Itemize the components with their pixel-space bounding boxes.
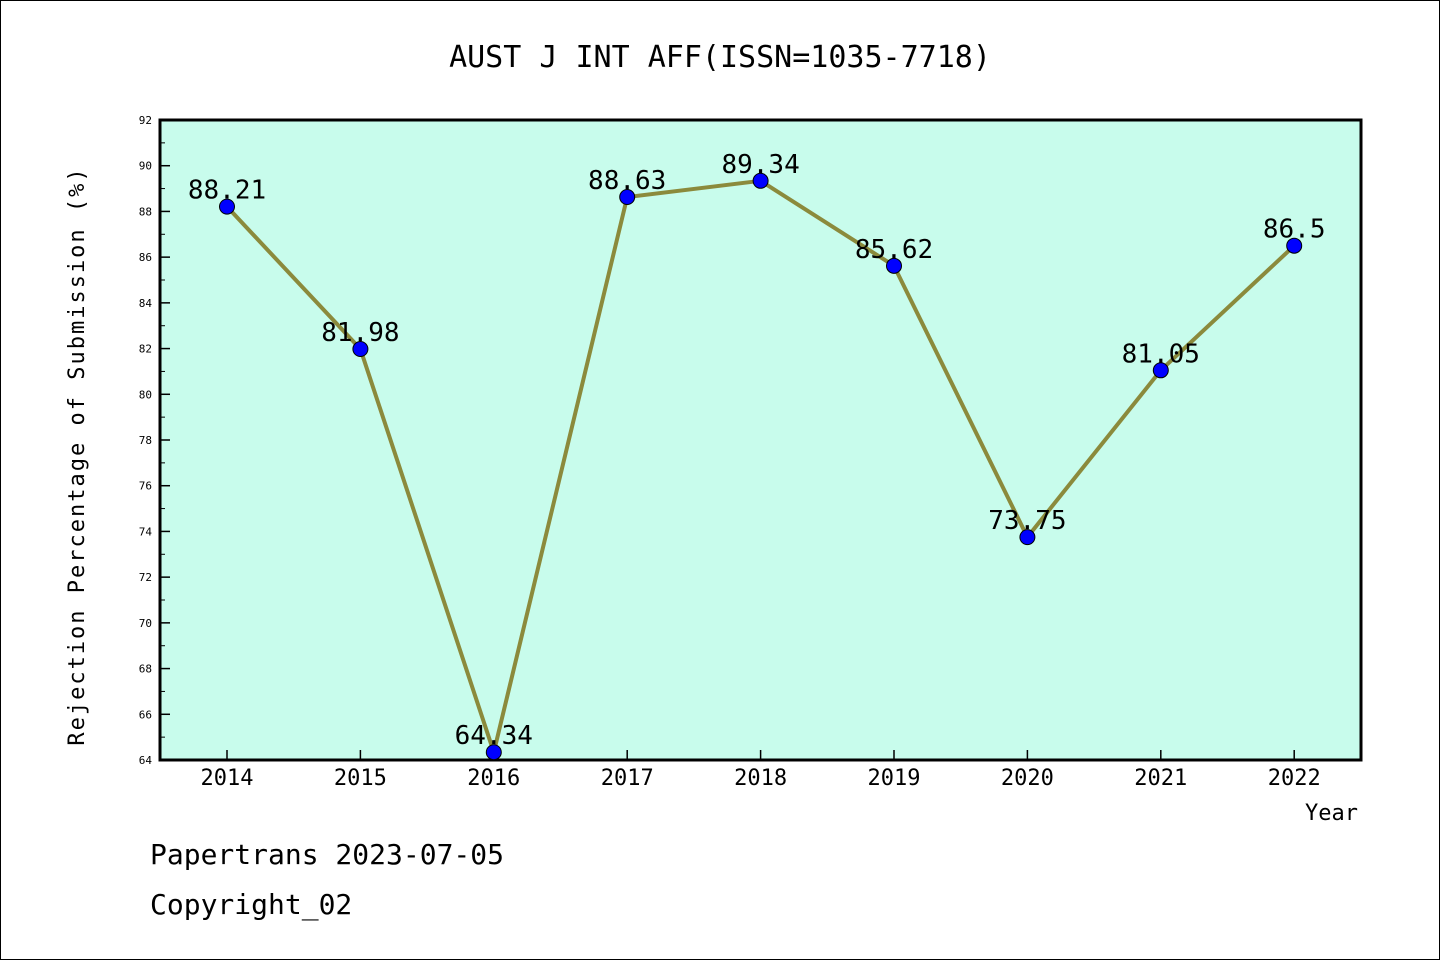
y-tick-label: 68 [139, 663, 152, 676]
data-point [619, 189, 636, 206]
y-tick-label: 82 [139, 343, 152, 356]
x-axis-label: Year [1305, 801, 1358, 826]
y-axis-ticks: 64 66 68 70 72 74 76 78 80 82 84 86 88 90 92 [139, 114, 170, 767]
x-axis-ticks: 2014 2015 2016 2017 2018 2019 2020 2021 2022 [201, 750, 1321, 791]
y-tick-label: 90 [139, 160, 152, 173]
data-label: 85.62 [855, 235, 933, 265]
footer-date: Papertrans 2023-07-05 [150, 838, 504, 871]
x-tick-label: 2017 [601, 766, 654, 791]
y-tick-label: 72 [139, 571, 152, 584]
y-tick-label: 64 [139, 754, 153, 767]
y-tick-label: 80 [139, 388, 152, 401]
data-label: 64.34 [455, 721, 533, 751]
data-label: 86.5 [1263, 215, 1326, 245]
data-point [219, 198, 235, 215]
data-point [886, 257, 902, 274]
data-label: 88.63 [588, 166, 666, 196]
y-tick-label: 88 [139, 205, 152, 218]
y-axis-label: Rejection Percentage of Submission (%) [65, 166, 90, 745]
data-points [219, 172, 1303, 761]
y-tick-label: 74 [139, 525, 153, 538]
x-tick-label: 2019 [868, 766, 921, 791]
data-point [1152, 362, 1169, 379]
data-label: 81.98 [321, 318, 399, 348]
y-tick-label: 84 [139, 297, 153, 310]
x-tick-label: 2015 [334, 766, 387, 791]
data-point [1286, 237, 1303, 254]
data-labels: 88.21 81.98 64.34 88.63 89.34 85.62 73.75 81.05… [188, 150, 1326, 751]
y-tick-label: 76 [139, 480, 152, 493]
data-point [352, 341, 369, 358]
y-tick-label: 86 [139, 251, 152, 264]
plot-area [158, 118, 1363, 762]
x-tick-label: 2021 [1134, 766, 1187, 791]
data-point [752, 172, 769, 189]
y-tick-label: 66 [139, 708, 152, 721]
data-label: 88.21 [188, 176, 266, 206]
data-label: 81.05 [1122, 339, 1200, 369]
data-point [1019, 529, 1036, 546]
y-tick-label: 78 [139, 434, 152, 447]
x-tick-label: 2018 [734, 766, 787, 791]
footer-copyright: Copyright_02 [150, 888, 352, 922]
data-label: 89.34 [721, 150, 799, 180]
x-tick-label: 2020 [1001, 766, 1054, 791]
y-tick-label: 70 [139, 617, 152, 630]
x-tick-label: 2022 [1268, 766, 1321, 791]
x-tick-label: 2014 [201, 766, 254, 791]
chart-title: AUST J INT AFF(ISSN=1035-7718) [449, 40, 991, 75]
x-tick-label: 2016 [467, 766, 520, 791]
data-label: 73.75 [988, 506, 1066, 536]
data-point [485, 744, 502, 761]
y-tick-label: 92 [139, 114, 152, 127]
